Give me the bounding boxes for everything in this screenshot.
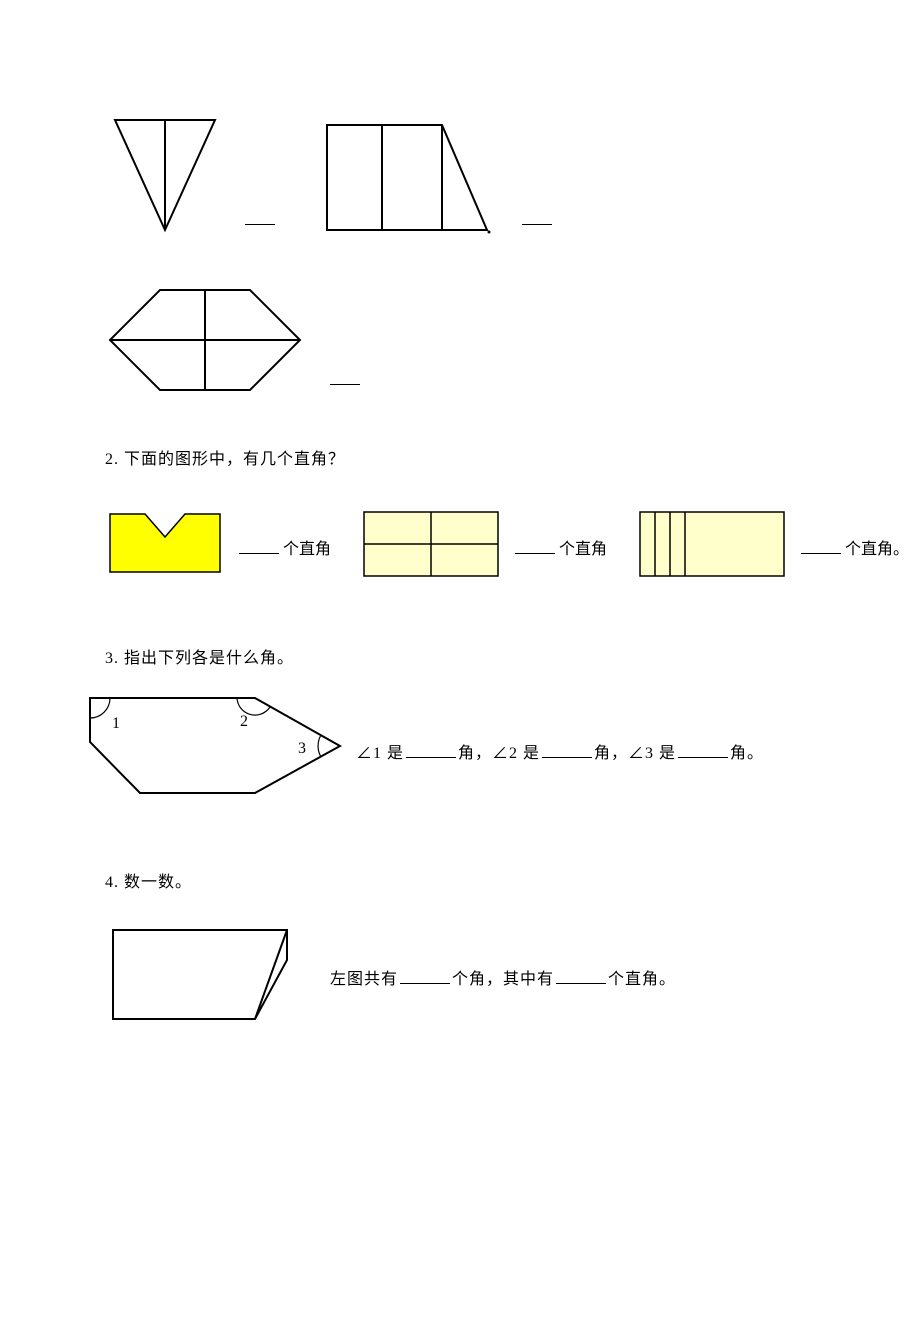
q4-p3: 个直角。 [608,971,676,988]
svg-text:1: 1 [112,715,120,732]
q4-blank-2[interactable] [556,967,606,984]
q2-blank-c[interactable] [801,537,841,554]
q2-label-b: 个直角 [511,535,607,559]
q4-p1: 左图共有 [330,971,398,988]
q3-prompt: 3. 指出下列各是什么角。 [105,644,920,668]
q2-prompt: 2. 下面的图形中，有几个直角？ [105,445,920,469]
q4-shape [105,922,300,1032]
q2-unit-c: 个直角。 [845,541,909,558]
q3-p1: ∠1 是 [356,745,404,762]
svg-text:2: 2 [240,713,248,730]
q2-shape-a [105,509,225,584]
q1-shape-triangle [105,110,225,245]
q3-p4: 角。 [730,745,764,762]
q1-row-2 [105,280,920,405]
q2-unit-a: 个直角 [283,541,331,558]
q3-row: 1 2 3 ∠1 是 角，∠2 是 角，∠3 是 角。 [80,688,920,813]
q1-blank-2[interactable] [522,208,552,225]
q2-label-a: 个直角 [235,535,331,559]
q1-blank-3[interactable] [330,368,360,385]
q3-blank-3[interactable] [678,741,728,758]
q4-blank-1[interactable] [400,967,450,984]
q4-p2: 个角，其中有 [452,971,554,988]
q1-blank-1[interactable] [245,208,275,225]
q3-blank-2[interactable] [542,741,592,758]
q1-row-1 [105,30,920,245]
q2-figures-row: 个直角 个直角 个直角。 [105,509,920,584]
q3-p2: 角，∠2 是 [458,745,540,762]
q2-unit-b: 个直角 [559,541,607,558]
svg-text:3: 3 [298,740,306,757]
q2-label-c: 个直角。 [797,535,909,559]
q3-blank-1[interactable] [406,741,456,758]
q3-sentence: ∠1 是 角，∠2 是 角，∠3 是 角。 [356,739,764,763]
page: 2. 下面的图形中，有几个直角？ 个直角 个直角 [0,30,920,1332]
q4-prompt: 4. 数一数。 [105,868,920,892]
q4-row: 左图共有 个角，其中有 个直角。 [105,922,920,1032]
q3-shape: 1 2 3 [80,688,350,813]
q2-shape-b [361,509,501,584]
q2-shape-c [637,509,787,584]
q2-blank-a[interactable] [239,537,279,554]
q4-sentence: 左图共有 个角，其中有 个直角。 [330,965,676,989]
q2-blank-b[interactable] [515,537,555,554]
q1-shape-trapezoid [307,115,502,245]
q1-shape-hexagon [105,280,305,405]
q3-p3: 角，∠3 是 [594,745,676,762]
